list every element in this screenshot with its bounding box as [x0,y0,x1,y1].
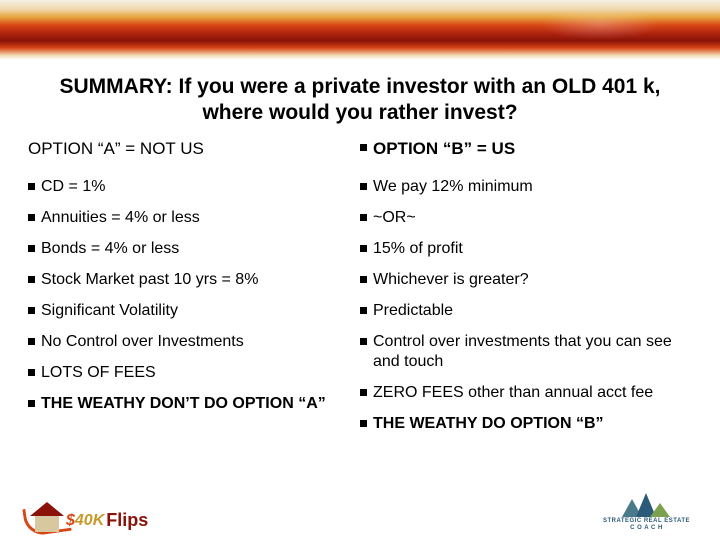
two-column-layout: OPTION “A” = NOT US CD = 1% Annuities = 4… [0,139,720,445]
list-item: Stock Market past 10 yrs = 8% [28,270,350,290]
list-item-text: Control over investments that you can se… [373,332,682,372]
list-item-text: CD = 1% [41,177,105,197]
logo-right-line1: STRATEGIC REAL ESTATE [603,518,690,525]
list-item-text: We pay 12% minimum [373,177,533,197]
house-icon [30,502,64,532]
bullet-icon [360,420,367,427]
list-item-text: Bonds = 4% or less [41,239,179,259]
bullet-icon [28,400,35,407]
footer-logos: $40K Flips STRATEGIC REAL ESTATE C O A C… [0,493,720,532]
list-item-text: Significant Volatility [41,301,178,321]
list-item: Predictable [360,301,682,321]
column-right: OPTION “B” = US We pay 12% minimum ~OR~ 15… [360,139,692,445]
list-item: No Control over Investments [28,332,350,352]
list-item-text: ZERO FEES other than annual acct fee [373,383,653,403]
list-item-text: 15% of profit [373,239,463,259]
bullet-icon [28,183,35,190]
option-b-header-text: OPTION “B” = US [373,139,515,159]
bullet-icon [28,276,35,283]
list-item: Control over investments that you can se… [360,332,682,372]
list-item: ~OR~ [360,208,682,228]
list-item: THE WEATHY DON’T DO OPTION “A” [28,394,350,414]
bullet-icon [360,144,367,151]
bullet-icon [360,183,367,190]
bullet-icon [360,338,367,345]
list-item-text: Whichever is greater? [373,270,529,290]
bullet-icon [360,276,367,283]
list-item-text: ~OR~ [373,208,416,228]
logo-right-line2: C O A C H [630,525,663,532]
bullet-icon [360,214,367,221]
list-item: Annuities = 4% or less [28,208,350,228]
option-a-header: OPTION “A” = NOT US [28,139,350,159]
list-item-text: Predictable [373,301,453,321]
list-item-text: Stock Market past 10 yrs = 8% [41,270,258,290]
list-item: Bonds = 4% or less [28,239,350,259]
option-b-list: We pay 12% minimum ~OR~ 15% of profit Which… [360,177,682,434]
bullet-icon [360,389,367,396]
logo-40k-flips: $40K Flips [30,493,148,532]
list-item: We pay 12% minimum [360,177,682,197]
list-item-text: LOTS OF FEES [41,363,156,383]
mountain-icon [622,493,670,517]
option-a-list: CD = 1% Annuities = 4% or less Bonds = 4% … [28,177,350,414]
list-item: Significant Volatility [28,301,350,321]
logo-strategic-coach: STRATEGIC REAL ESTATE C O A C H [603,493,690,532]
bullet-icon [28,369,35,376]
bullet-icon [360,307,367,314]
list-item-text: THE WEATHY DON’T DO OPTION “A” [41,394,326,414]
logo-flips-text: Flips [106,510,148,531]
logo-40k-text: $40K [66,512,104,530]
bullet-icon [28,338,35,345]
list-item: THE WEATHY DO OPTION “B” [360,414,682,434]
list-item-text: No Control over Investments [41,332,244,352]
bullet-icon [28,307,35,314]
option-a-header-text: OPTION “A” = NOT US [28,139,204,159]
bullet-icon [28,214,35,221]
bullet-icon [28,245,35,252]
option-b-header: OPTION “B” = US [360,139,682,159]
list-item: CD = 1% [28,177,350,197]
column-left: OPTION “A” = NOT US CD = 1% Annuities = 4… [28,139,360,445]
list-item: ZERO FEES other than annual acct fee [360,383,682,403]
list-item: LOTS OF FEES [28,363,350,383]
list-item-text: THE WEATHY DO OPTION “B” [373,414,604,434]
list-item: Whichever is greater? [360,270,682,290]
slide-title: SUMMARY: If you were a private investor … [0,60,720,139]
decorative-header-band [0,0,720,60]
list-item: 15% of profit [360,239,682,259]
bullet-icon [360,245,367,252]
list-item-text: Annuities = 4% or less [41,208,200,228]
